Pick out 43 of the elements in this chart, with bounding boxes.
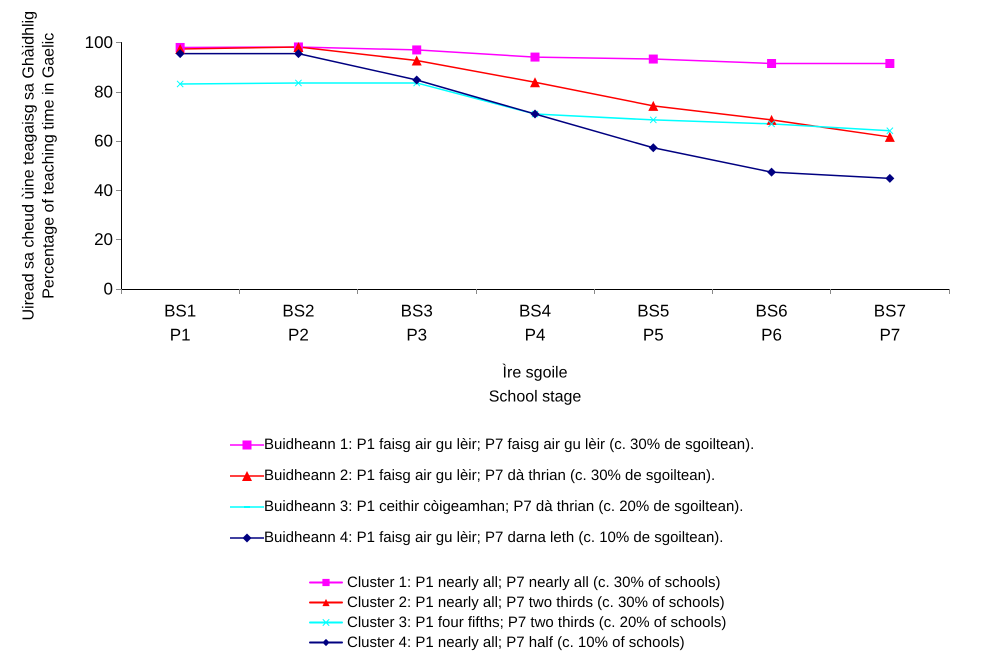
point: [768, 120, 776, 128]
point: [885, 174, 894, 183]
point: [294, 49, 303, 58]
text: Buidheann 1: P1 faisg air gu lèir; P7 faisg air gu lèir (c. 30% de sgoiltean).: [264, 436, 754, 453]
point: [767, 58, 776, 68]
point: [412, 76, 422, 84]
y-tick-label: 20: [94, 230, 113, 250]
point: [176, 80, 184, 88]
point: [884, 132, 895, 142]
x-tick-label: BS6 P6: [756, 302, 788, 344]
legend-label: Cluster 2: P1 nearly all; P7 two thirds (c. 30% of schools): [347, 594, 725, 611]
x-tick-label: BS3 P3: [400, 302, 433, 344]
point: [530, 52, 540, 62]
point: [412, 56, 422, 66]
y-tick-label: 0: [104, 280, 113, 298]
point: [176, 49, 185, 58]
y-tick-label: 40: [94, 180, 113, 200]
legend-label: Cluster 4: P1 nearly all; P7 half (c. 10% of schools): [347, 634, 685, 651]
point: [767, 168, 776, 177]
point: [648, 100, 658, 111]
point: [648, 54, 658, 64]
text: Buidheann 3: P1 ceithir còigeamhan; P7 dà thrian (c. 20% de sgoiltean).: [264, 498, 744, 515]
legend-label: Cluster 3: P1 four fifths; P7 two thirds (c. 20% of schools): [347, 614, 726, 631]
point: [648, 143, 658, 152]
point: [885, 58, 894, 68]
point: [294, 79, 302, 86]
point: [412, 45, 422, 54]
x-tick-label: BS2 P2: [282, 302, 314, 344]
y-tick-label: 60: [94, 132, 113, 151]
x-axis-title: Ìre sgoile School stage: [488, 364, 582, 406]
x-tick-label: BS5 P5: [637, 302, 670, 344]
y-tick-label: 100: [84, 33, 113, 52]
legend-label: Cluster 1: P1 nearly all; P7 nearly all (c. 30% of schools): [347, 574, 721, 591]
x-tick-label: BS4 P4: [518, 302, 552, 344]
y-tick-label: 80: [94, 82, 113, 102]
x-tick-label: BS1 P1: [164, 302, 196, 344]
text: Buidheann 4: P1 faisg air gu lèir; P7 darna leth (c. 10% de sgoiltean).: [264, 529, 724, 546]
point: [530, 77, 540, 88]
y-axis-title: Uiread sa cheud ùine teagaisg sa Ghàidhlig Percentage of teaching time in Gaelic: [20, 10, 58, 321]
x-tick-label: BS7 P7: [874, 302, 906, 344]
point: [650, 116, 657, 124]
point: [886, 127, 894, 134]
text: Buidheann 2: P1 faisg air gu lèir; P7 dà thrian (c. 30% de sgoiltean).: [264, 467, 716, 484]
